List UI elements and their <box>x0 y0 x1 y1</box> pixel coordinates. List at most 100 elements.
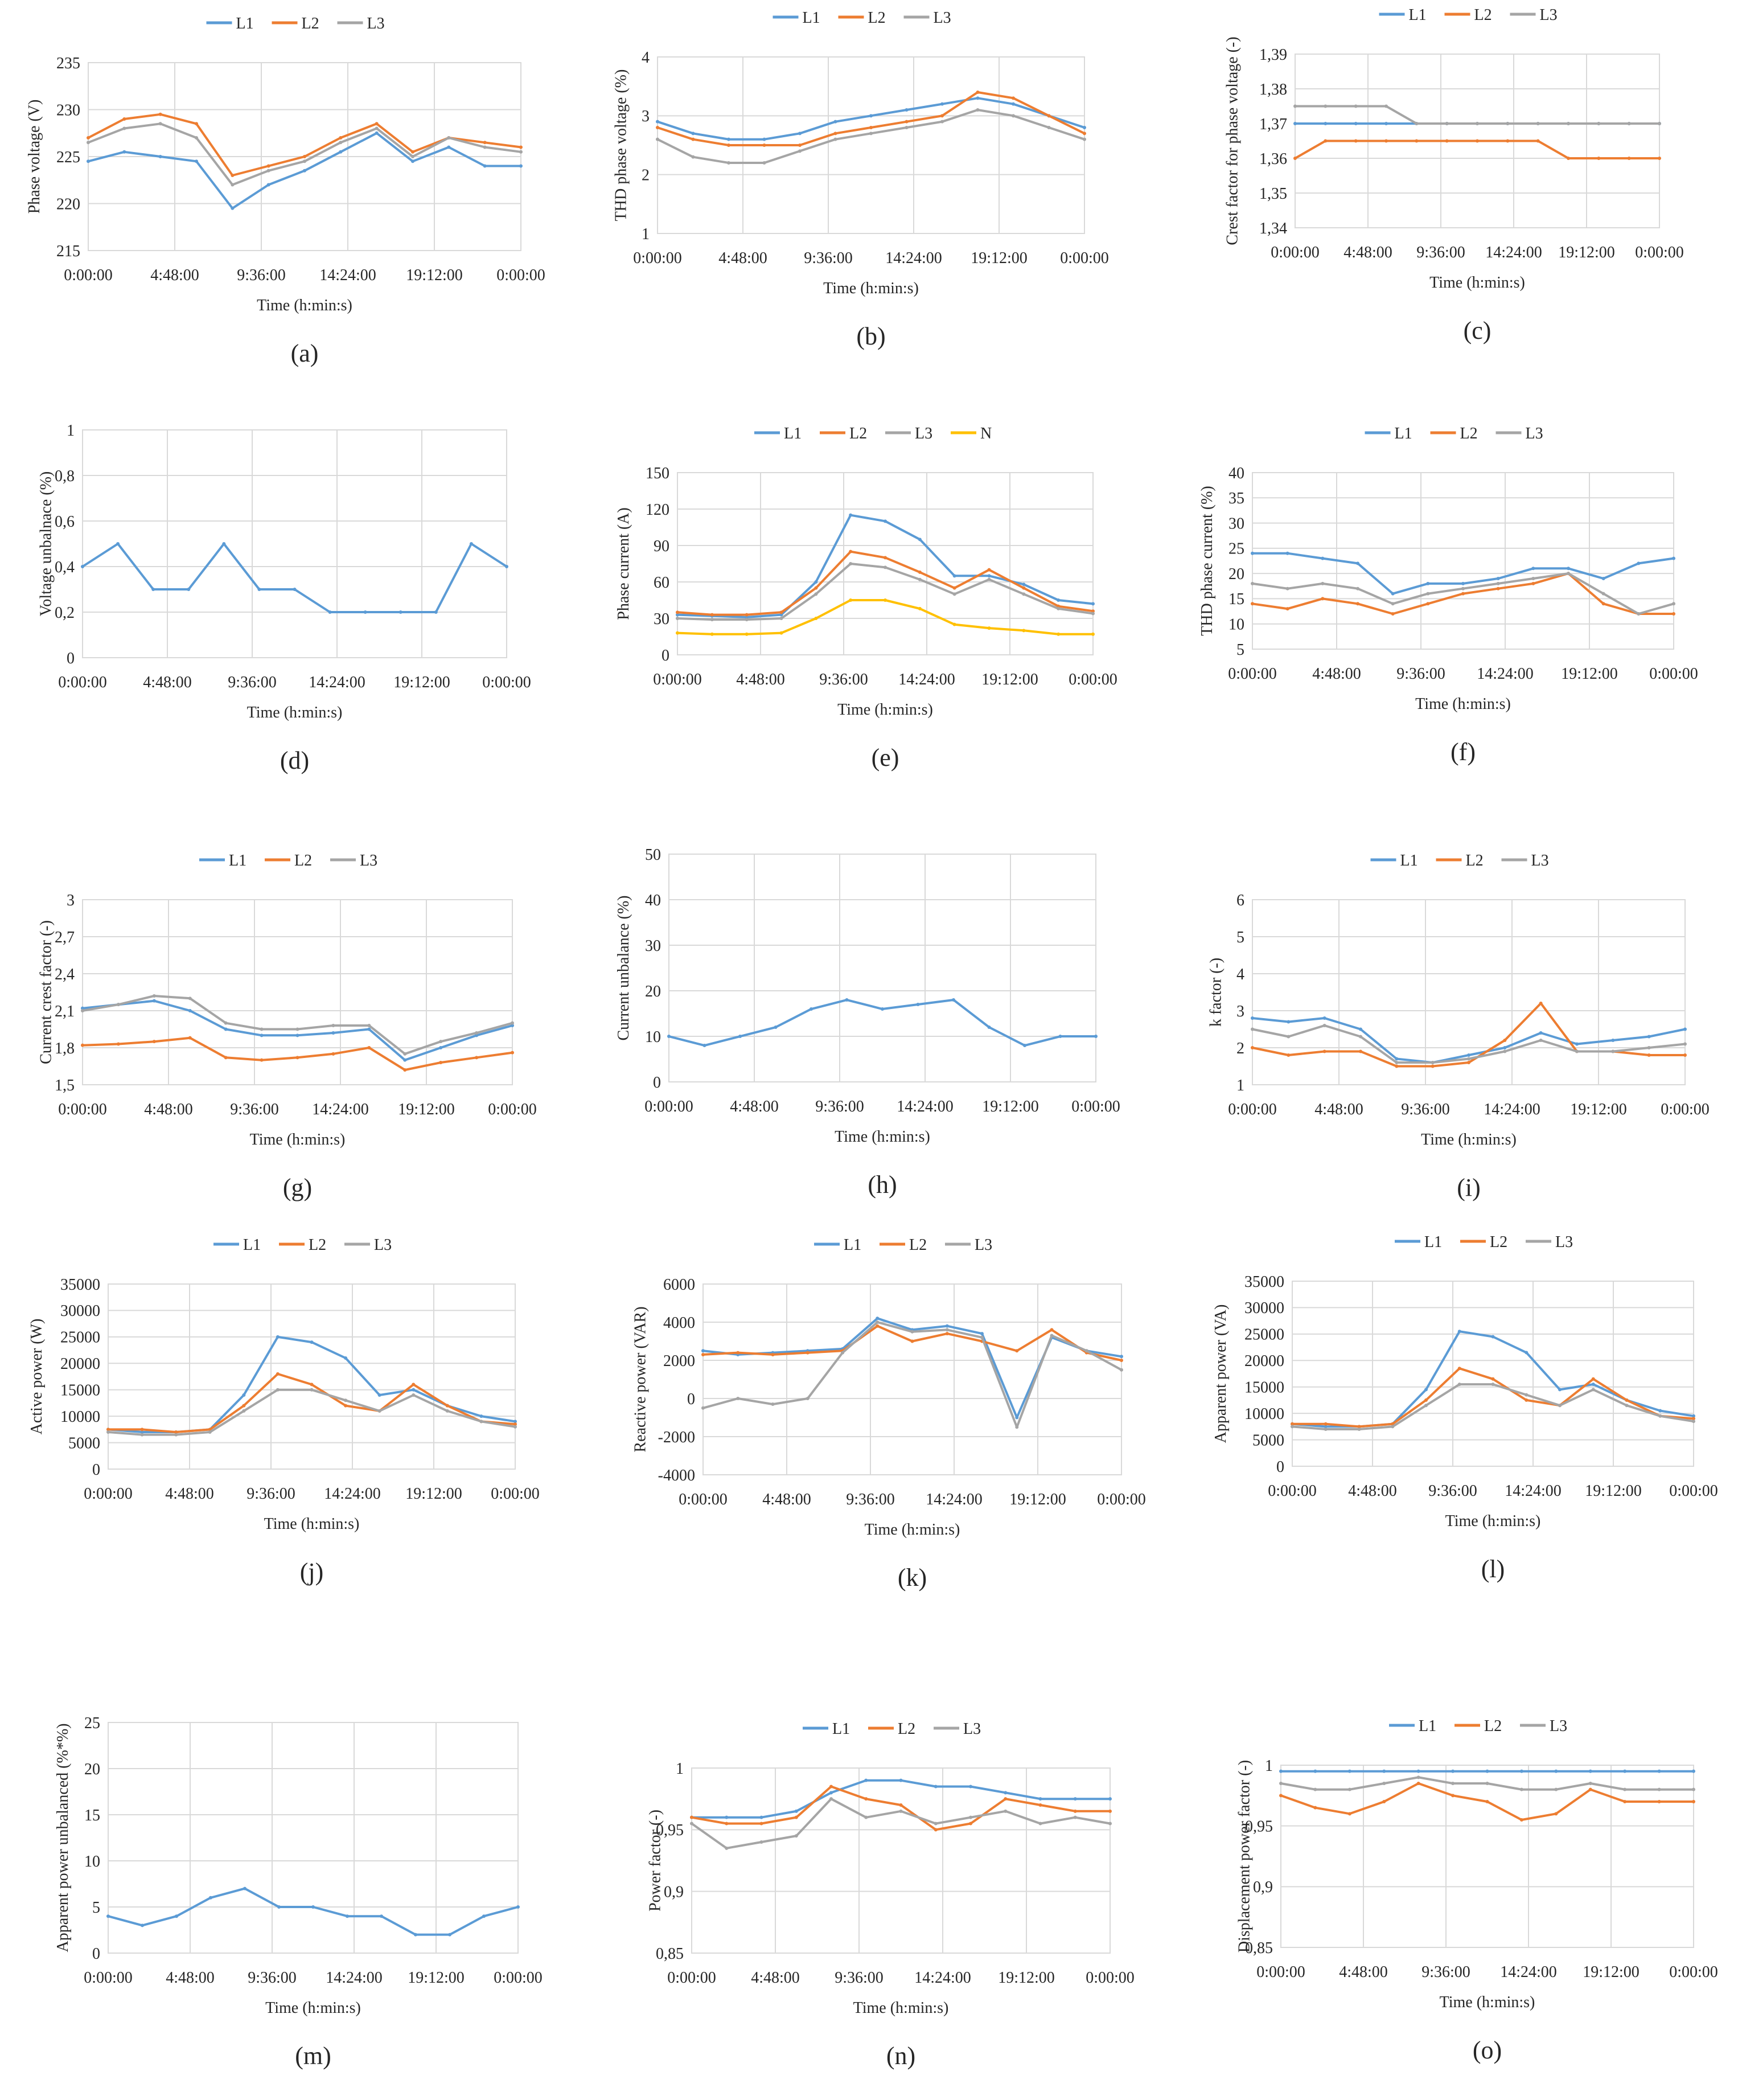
data-point-l2 <box>1395 1064 1399 1068</box>
y-axis-label: Reactive power (VAR) <box>631 1306 649 1452</box>
x-tick-label: 9:36:00 <box>248 1969 297 1987</box>
chart-j: 0 5000 10000 15000 20000 25000 30000 35000 0:00:… <box>28 1236 540 1586</box>
y-tick-label: 15000 <box>1244 1379 1284 1397</box>
data-point-l1 <box>691 132 695 136</box>
y-tick-label: 2,1 <box>55 1003 75 1020</box>
x-tick-label: 19:12:00 <box>1558 244 1615 261</box>
data-point-value <box>448 1933 451 1937</box>
legend-label: L1 <box>1424 1233 1442 1251</box>
y-tick-label: 5 <box>92 1899 100 1917</box>
x-tick-label: 4:48:00 <box>762 1491 811 1508</box>
y-tick-label: 15 <box>1228 590 1244 608</box>
data-point-l2 <box>1415 139 1419 143</box>
legend-label: L3 <box>934 9 951 27</box>
x-tick-label: 0:00:00 <box>1268 1482 1317 1500</box>
data-point-l2 <box>884 556 887 560</box>
x-tick-label: 4:48:00 <box>1343 244 1392 261</box>
data-point-l3 <box>1287 1035 1291 1039</box>
data-point-l1 <box>1293 122 1297 125</box>
legend-label: L1 <box>784 425 802 442</box>
series-line-l2 <box>1295 140 1659 159</box>
data-point-l1 <box>1657 1769 1661 1773</box>
data-point-l3 <box>1279 1782 1283 1785</box>
data-point-l2 <box>940 114 944 118</box>
y-axis-label: Active power (W) <box>28 1319 46 1435</box>
data-point-l1 <box>1091 602 1095 606</box>
data-point-l3 <box>1467 1057 1470 1061</box>
data-point-l2 <box>1431 1064 1435 1068</box>
data-point-l2 <box>1347 1812 1351 1816</box>
data-point-l2 <box>1251 1046 1254 1049</box>
data-point-l1 <box>367 1027 371 1031</box>
data-point-l3 <box>445 1409 449 1413</box>
data-point-l3 <box>1357 1428 1361 1431</box>
plot-area <box>668 854 1096 1082</box>
y-tick-label: 5000 <box>68 1434 100 1452</box>
data-point-l2 <box>344 1404 348 1408</box>
data-point-l2 <box>1506 139 1510 143</box>
data-point-l1 <box>1251 1016 1254 1020</box>
data-point-l3 <box>1395 1061 1399 1064</box>
data-point-l2 <box>918 570 922 574</box>
data-point-l1 <box>1324 1425 1328 1429</box>
data-point-l3 <box>934 1822 938 1826</box>
data-point-l2 <box>87 136 90 140</box>
data-point-l1 <box>934 1785 938 1789</box>
data-point-l2 <box>779 610 783 614</box>
x-tick-label: 9:36:00 <box>237 266 286 284</box>
x-tick-label: 0:00:00 <box>488 1101 537 1118</box>
y-tick-label: 25000 <box>60 1329 100 1347</box>
y-tick-label: 4 <box>1236 966 1244 983</box>
y-tick-label: 120 <box>646 501 669 519</box>
y-tick-label: 30000 <box>60 1302 100 1320</box>
data-point-l2 <box>1485 1800 1489 1803</box>
data-point-l3 <box>1506 122 1510 125</box>
plot-area <box>88 62 521 251</box>
data-point-l1 <box>1384 122 1388 125</box>
x-tick-label: 9:36:00 <box>846 1491 895 1508</box>
data-point-l3 <box>1525 1393 1529 1397</box>
series-line-l3 <box>108 1388 516 1436</box>
data-point-l1 <box>479 1414 483 1418</box>
legend-label: L1 <box>844 1236 861 1254</box>
x-tick-label: 14:24:00 <box>1500 1963 1557 1981</box>
data-point-l1 <box>1073 1797 1077 1801</box>
y-tick-label: 0,6 <box>55 513 75 531</box>
x-tick-label: 0:00:00 <box>1086 1969 1135 1987</box>
data-point-l1 <box>864 1778 868 1782</box>
data-point-l2 <box>475 1056 479 1060</box>
data-point-l3 <box>762 161 766 165</box>
series-line-value <box>668 999 1096 1047</box>
y-tick-label: 230 <box>56 101 80 119</box>
y-tick-label: 4000 <box>663 1314 695 1332</box>
data-point-l3 <box>1251 581 1254 585</box>
data-point-l3 <box>864 1815 868 1819</box>
data-point-l2 <box>303 155 306 158</box>
x-axis-label: Time (h:min:s) <box>1445 1512 1541 1530</box>
data-point-l1 <box>1451 1769 1455 1773</box>
data-point-l1 <box>829 1791 833 1795</box>
x-tick-label: 9:36:00 <box>246 1485 295 1503</box>
data-point-l2 <box>1047 114 1051 118</box>
plot-area <box>108 1722 519 1954</box>
data-point-n <box>745 632 749 636</box>
data-point-l2 <box>266 164 270 168</box>
panel-label: (k) <box>898 1564 927 1592</box>
data-point-l1 <box>725 1815 729 1819</box>
data-point-value <box>469 542 473 545</box>
data-point-value <box>293 588 297 591</box>
y-tick-label: 0,95 <box>1245 1818 1273 1835</box>
data-point-l2 <box>1627 157 1631 160</box>
data-point-l3 <box>833 137 837 141</box>
plot-area <box>108 1283 516 1470</box>
data-point-l3 <box>439 1040 443 1044</box>
data-point-value <box>106 1914 110 1918</box>
y-axis-label: Apparent power unbalanced (%*%) <box>54 1724 72 1953</box>
data-point-n <box>710 632 714 636</box>
y-tick-label: 1,39 <box>1259 46 1287 64</box>
data-point-l1 <box>794 1809 798 1813</box>
data-point-l3 <box>656 137 659 141</box>
legend-label: L1 <box>1400 852 1418 869</box>
data-point-l2 <box>158 112 162 116</box>
series-line-l2 <box>88 113 521 177</box>
